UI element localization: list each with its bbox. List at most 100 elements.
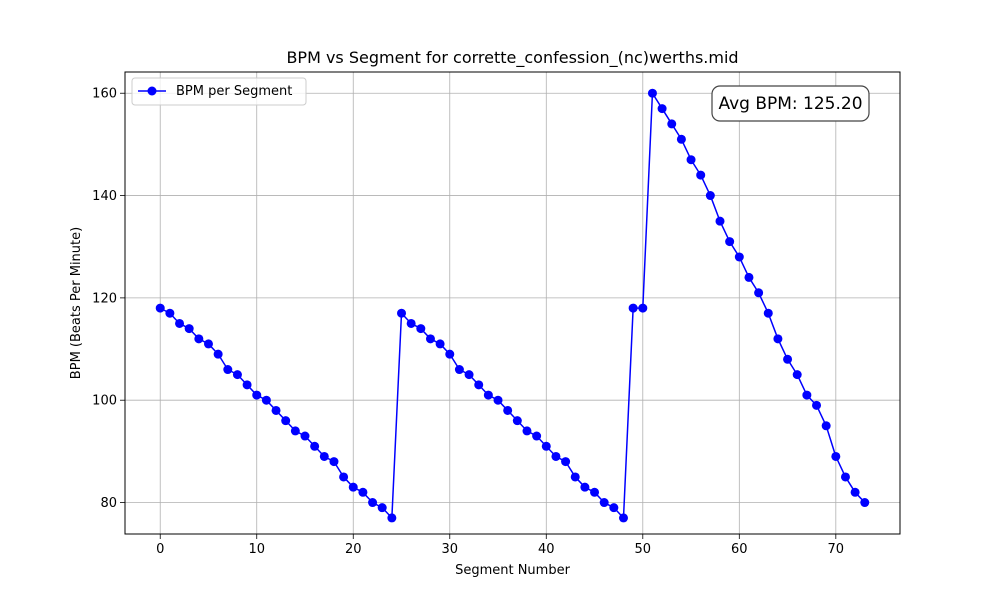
data-point xyxy=(184,324,194,334)
x-tick-label: 50 xyxy=(635,542,652,557)
data-point xyxy=(705,191,715,201)
data-point xyxy=(570,472,580,482)
data-point xyxy=(840,472,850,482)
x-tick-label: 10 xyxy=(248,542,265,557)
data-point xyxy=(763,308,773,318)
data-point xyxy=(155,303,165,313)
data-point xyxy=(667,119,677,129)
data-point xyxy=(860,498,870,508)
data-point xyxy=(232,370,242,380)
data-point xyxy=(676,134,686,144)
y-axis-label: BPM (Beats Per Minute) xyxy=(69,227,84,379)
data-point xyxy=(223,365,233,375)
data-point xyxy=(281,416,291,426)
data-point xyxy=(310,441,320,451)
data-point xyxy=(397,308,407,318)
data-point xyxy=(580,482,590,492)
data-point xyxy=(387,513,397,523)
x-axis-label: Segment Number xyxy=(455,563,571,578)
data-point xyxy=(638,303,648,313)
data-point xyxy=(483,390,493,400)
data-point xyxy=(300,431,310,441)
data-point xyxy=(252,390,262,400)
series-layer xyxy=(155,88,870,523)
y-tick-label: 80 xyxy=(100,496,117,511)
data-point xyxy=(802,390,812,400)
plot-frame xyxy=(124,71,901,535)
data-point xyxy=(203,339,213,349)
data-point xyxy=(175,318,185,328)
x-tick-label: 30 xyxy=(441,542,458,557)
data-point xyxy=(368,498,378,508)
data-point xyxy=(445,349,455,359)
data-point xyxy=(734,252,744,262)
data-point xyxy=(590,487,600,497)
data-point xyxy=(194,334,204,344)
grid-lines xyxy=(125,72,900,534)
data-point xyxy=(850,487,860,497)
data-point xyxy=(339,472,349,482)
legend-marker-swatch xyxy=(147,86,157,96)
data-point xyxy=(290,426,300,436)
data-point xyxy=(551,451,561,461)
y-tick-label: 140 xyxy=(92,189,117,204)
data-point xyxy=(628,303,638,313)
data-point xyxy=(522,426,532,436)
data-point xyxy=(541,441,551,451)
data-point xyxy=(512,416,522,426)
data-point xyxy=(319,451,329,461)
data-point xyxy=(242,380,252,390)
data-point xyxy=(821,421,831,431)
legend-label: BPM per Segment xyxy=(176,84,292,99)
data-point xyxy=(348,482,358,492)
data-point xyxy=(358,487,368,497)
data-point xyxy=(406,318,416,328)
axis-ticks: 0 10 20 30 40 50 60 70 80 100 120 140 160 xyxy=(92,87,844,557)
avg-bpm-text: Avg BPM: 125.20 xyxy=(718,94,862,114)
data-point xyxy=(831,451,841,461)
data-point xyxy=(474,380,484,390)
data-point xyxy=(165,308,175,318)
data-point xyxy=(425,334,435,344)
y-tick-label: 120 xyxy=(92,291,117,306)
data-point xyxy=(773,334,783,344)
legend: BPM per Segment xyxy=(131,77,307,106)
data-point xyxy=(792,370,802,380)
data-point xyxy=(599,498,609,508)
data-point xyxy=(647,88,657,98)
x-tick-label: 40 xyxy=(538,542,555,557)
data-point xyxy=(812,400,822,410)
data-point xyxy=(715,216,725,226)
data-point xyxy=(618,513,628,523)
data-point xyxy=(657,104,667,114)
x-tick-label: 60 xyxy=(731,542,748,557)
data-point xyxy=(609,503,619,513)
data-point xyxy=(503,405,513,415)
data-point xyxy=(686,155,696,165)
data-point xyxy=(696,170,706,180)
x-tick-label: 20 xyxy=(345,542,362,557)
data-point xyxy=(561,457,571,467)
data-point xyxy=(416,324,426,334)
y-tick-label: 100 xyxy=(92,394,117,409)
data-point xyxy=(744,272,754,282)
data-point xyxy=(435,339,445,349)
y-tick-label: 160 xyxy=(92,87,117,102)
annotation-box xyxy=(711,85,870,122)
data-point xyxy=(493,395,503,405)
avg-bpm-annotation: Avg BPM: 125.20 xyxy=(711,85,870,122)
data-point xyxy=(454,365,464,375)
x-tick-label: 70 xyxy=(828,542,845,557)
x-tick-label: 0 xyxy=(156,542,164,557)
data-point xyxy=(783,354,793,364)
data-point xyxy=(377,503,387,513)
data-point xyxy=(271,405,281,415)
data-point xyxy=(329,457,339,467)
data-point xyxy=(261,395,271,405)
data-point xyxy=(754,288,764,298)
legend-box xyxy=(131,77,307,106)
chart-title: BPM vs Segment for corrette_confession_(… xyxy=(286,48,738,68)
data-point xyxy=(213,349,223,359)
data-point xyxy=(532,431,542,441)
